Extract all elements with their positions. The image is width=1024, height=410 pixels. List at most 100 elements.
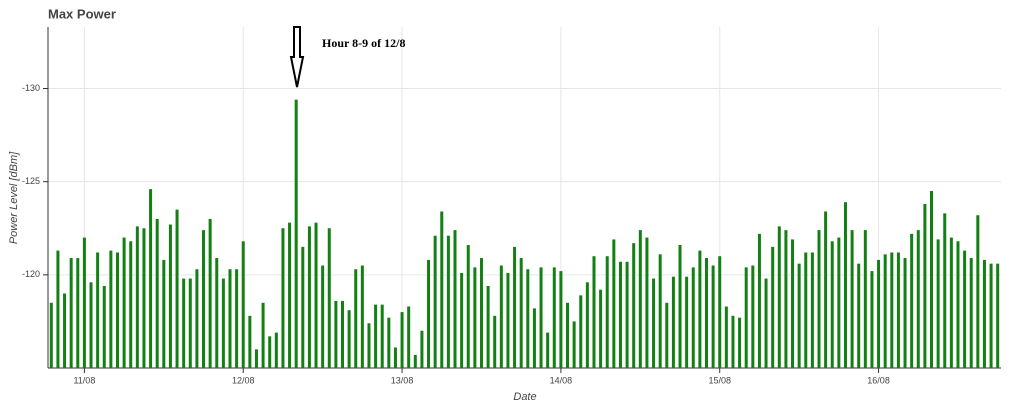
bar — [281, 228, 285, 368]
bar — [989, 263, 993, 368]
bar — [791, 239, 795, 368]
bar — [698, 250, 702, 368]
bar — [916, 230, 920, 368]
bar — [963, 250, 967, 368]
bar — [188, 278, 192, 368]
chart-title: Max Power — [48, 6, 116, 21]
y-tick-label: -130 — [22, 83, 40, 93]
bar — [810, 252, 814, 368]
bar — [546, 332, 550, 368]
bar — [797, 263, 801, 368]
bar — [413, 354, 417, 368]
bar — [877, 259, 881, 368]
bar — [109, 250, 113, 368]
x-tick-label: 12/08 — [232, 375, 255, 385]
bar — [559, 271, 563, 368]
bar — [923, 204, 927, 368]
y-tick-label: -125 — [22, 176, 40, 186]
bar — [254, 349, 258, 368]
bar — [850, 230, 854, 368]
bar — [69, 258, 73, 368]
bar — [539, 267, 543, 368]
bar — [910, 233, 914, 368]
bar — [215, 258, 219, 368]
bar — [691, 267, 695, 368]
bar — [863, 230, 867, 368]
x-tick-label: 13/08 — [391, 375, 414, 385]
bar — [440, 211, 444, 368]
bar — [446, 235, 450, 368]
bar — [473, 267, 477, 368]
bar — [96, 252, 100, 368]
bar — [314, 222, 318, 368]
bar — [638, 230, 642, 368]
bar — [506, 272, 510, 368]
x-tick-label: 15/08 — [708, 375, 731, 385]
bar — [274, 332, 278, 368]
bar — [420, 330, 424, 368]
bar — [605, 256, 609, 368]
bar — [486, 286, 490, 368]
bar — [896, 252, 900, 368]
bar — [857, 263, 861, 368]
bar — [155, 218, 159, 368]
bar — [645, 237, 649, 368]
bar — [592, 256, 596, 368]
bar — [433, 235, 437, 368]
bar — [208, 218, 212, 368]
bar — [202, 230, 206, 368]
bar — [241, 241, 245, 368]
bar — [235, 269, 239, 368]
bar — [976, 215, 980, 368]
bar — [883, 254, 887, 368]
bar — [552, 267, 556, 368]
bar — [956, 241, 960, 368]
bar — [671, 276, 675, 368]
x-tick-label: 16/08 — [867, 375, 890, 385]
bar — [704, 258, 708, 368]
bar — [261, 302, 265, 368]
bar — [837, 237, 841, 368]
bar — [612, 239, 616, 368]
annotation: Hour 8-9 of 12/8 — [322, 36, 405, 50]
bar — [301, 246, 305, 368]
bar — [936, 239, 940, 368]
bar — [453, 230, 457, 368]
bar — [347, 310, 351, 368]
bar — [532, 308, 536, 368]
bar — [354, 269, 358, 368]
bar — [248, 315, 252, 368]
bar — [307, 226, 311, 368]
bar — [777, 226, 781, 368]
bar — [162, 259, 166, 368]
bar — [149, 189, 153, 368]
bar — [751, 265, 755, 368]
bar — [129, 241, 133, 368]
x-axis-label: Date — [513, 391, 536, 403]
bar — [526, 269, 530, 368]
bar — [771, 246, 775, 368]
bar — [804, 252, 808, 368]
bar — [228, 269, 232, 368]
bar — [479, 258, 483, 368]
bar — [724, 306, 728, 368]
bar — [744, 267, 748, 368]
bar — [982, 259, 986, 368]
annotation-arrow — [289, 26, 305, 88]
y-axis-label: Power Level [dBm] — [8, 151, 20, 244]
bar — [360, 265, 364, 368]
bar — [599, 289, 603, 368]
bar — [817, 230, 821, 368]
bar — [665, 302, 669, 368]
bar — [764, 278, 768, 368]
bar — [89, 282, 93, 368]
bar — [427, 259, 431, 368]
bar — [943, 213, 947, 368]
bar — [221, 278, 225, 368]
bar — [757, 233, 761, 368]
bar — [903, 258, 907, 368]
y-tick-label: -120 — [22, 269, 40, 279]
bar — [460, 272, 464, 368]
